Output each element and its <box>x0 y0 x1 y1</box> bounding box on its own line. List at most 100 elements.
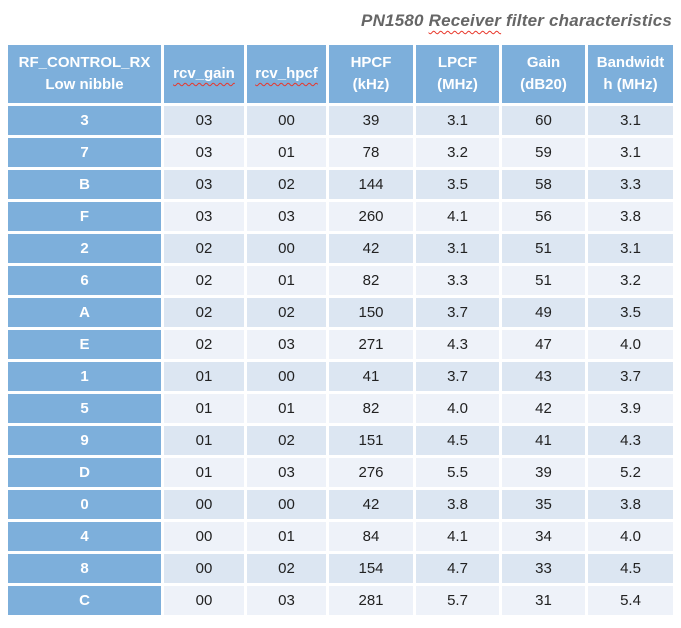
data-cell-rcv-gain: 00 <box>164 490 244 519</box>
data-cell-rcv-hpcf: 02 <box>247 426 326 455</box>
data-cell-lpcf-mhz: 4.3 <box>416 330 499 359</box>
row-header-cell: 3 <box>8 106 161 135</box>
data-cell-rcv-hpcf: 03 <box>247 586 326 615</box>
data-cell-rcv-gain: 02 <box>164 298 244 327</box>
data-cell-rcv-hpcf: 00 <box>247 362 326 391</box>
column-header-label: RF_CONTROL_RX Low nibble <box>18 54 151 93</box>
data-cell-gain-db20: 41 <box>502 426 585 455</box>
column-header-bandwidth-mhz: Bandwidt h (MHz) <box>588 45 673 103</box>
data-cell-lpcf-mhz: 4.7 <box>416 554 499 583</box>
row-header-cell: 9 <box>8 426 161 455</box>
data-cell-gain-db20: 34 <box>502 522 585 551</box>
data-cell-rcv-gain: 03 <box>164 202 244 231</box>
data-cell-lpcf-mhz: 5.5 <box>416 458 499 487</box>
data-cell-hpcf-khz: 82 <box>329 394 413 423</box>
data-cell-bandwidth-mhz: 3.9 <box>588 394 673 423</box>
data-cell-rcv-gain: 02 <box>164 266 244 295</box>
data-cell-lpcf-mhz: 3.3 <box>416 266 499 295</box>
row-header-cell: 6 <box>8 266 161 295</box>
row-header-cell: 1 <box>8 362 161 391</box>
row-header-cell: C <box>8 586 161 615</box>
data-cell-rcv-hpcf: 01 <box>247 266 326 295</box>
data-cell-rcv-hpcf: 00 <box>247 234 326 263</box>
page-title: PN1580 Receiver filter characteristics <box>361 11 672 31</box>
data-cell-gain-db20: 56 <box>502 202 585 231</box>
data-cell-gain-db20: 51 <box>502 234 585 263</box>
column-header-label: Gain (dB20) <box>520 54 567 93</box>
data-cell-bandwidth-mhz: 5.2 <box>588 458 673 487</box>
data-cell-gain-db20: 42 <box>502 394 585 423</box>
row-header-cell: E <box>8 330 161 359</box>
data-cell-bandwidth-mhz: 3.8 <box>588 490 673 519</box>
data-cell-rcv-gain: 02 <box>164 330 244 359</box>
data-cell-rcv-hpcf: 02 <box>247 298 326 327</box>
data-cell-hpcf-khz: 276 <box>329 458 413 487</box>
data-cell-rcv-gain: 03 <box>164 106 244 135</box>
data-cell-hpcf-khz: 144 <box>329 170 413 199</box>
data-cell-lpcf-mhz: 3.7 <box>416 298 499 327</box>
data-cell-gain-db20: 39 <box>502 458 585 487</box>
data-cell-lpcf-mhz: 3.1 <box>416 106 499 135</box>
data-cell-gain-db20: 33 <box>502 554 585 583</box>
title-misspelled-word: Receiver <box>428 11 502 30</box>
data-cell-rcv-hpcf: 01 <box>247 138 326 167</box>
data-cell-hpcf-khz: 271 <box>329 330 413 359</box>
row-header-cell: A <box>8 298 161 327</box>
data-cell-gain-db20: 49 <box>502 298 585 327</box>
data-cell-hpcf-khz: 42 <box>329 234 413 263</box>
data-cell-bandwidth-mhz: 3.1 <box>588 234 673 263</box>
row-header-cell: F <box>8 202 161 231</box>
row-header-cell: 7 <box>8 138 161 167</box>
column-header-gain-db20: Gain (dB20) <box>502 45 585 103</box>
data-cell-rcv-hpcf: 02 <box>247 554 326 583</box>
data-cell-rcv-hpcf: 03 <box>247 458 326 487</box>
row-header-cell: 5 <box>8 394 161 423</box>
data-cell-rcv-hpcf: 03 <box>247 330 326 359</box>
column-header-label: Bandwidt h (MHz) <box>596 54 665 93</box>
data-cell-lpcf-mhz: 4.0 <box>416 394 499 423</box>
column-header-label: HPCF (kHz) <box>350 54 392 93</box>
data-cell-hpcf-khz: 42 <box>329 490 413 519</box>
data-cell-rcv-gain: 03 <box>164 138 244 167</box>
column-header-label: rcv_hpcf <box>255 65 318 83</box>
column-header-rcv-hpcf: rcv_hpcf <box>247 45 326 103</box>
column-header-rf-control-rx-low-nibble: RF_CONTROL_RX Low nibble <box>8 45 161 103</box>
data-cell-rcv-hpcf: 00 <box>247 106 326 135</box>
data-cell-gain-db20: 60 <box>502 106 585 135</box>
data-cell-lpcf-mhz: 4.1 <box>416 522 499 551</box>
data-cell-rcv-hpcf: 02 <box>247 170 326 199</box>
data-cell-rcv-hpcf: 01 <box>247 394 326 423</box>
data-cell-rcv-gain: 00 <box>164 522 244 551</box>
data-cell-gain-db20: 31 <box>502 586 585 615</box>
title-text-post: filter characteristics <box>501 11 672 30</box>
data-cell-lpcf-mhz: 3.7 <box>416 362 499 391</box>
title-text-pre: PN1580 <box>361 11 429 30</box>
column-header-hpcf-khz: HPCF (kHz) <box>329 45 413 103</box>
data-cell-rcv-hpcf: 01 <box>247 522 326 551</box>
data-cell-gain-db20: 35 <box>502 490 585 519</box>
row-header-cell: 2 <box>8 234 161 263</box>
data-cell-bandwidth-mhz: 3.3 <box>588 170 673 199</box>
data-cell-gain-db20: 43 <box>502 362 585 391</box>
data-cell-rcv-gain: 01 <box>164 458 244 487</box>
row-header-cell: 8 <box>8 554 161 583</box>
data-cell-rcv-hpcf: 03 <box>247 202 326 231</box>
data-cell-hpcf-khz: 78 <box>329 138 413 167</box>
data-cell-hpcf-khz: 281 <box>329 586 413 615</box>
data-cell-bandwidth-mhz: 4.0 <box>588 522 673 551</box>
data-cell-hpcf-khz: 39 <box>329 106 413 135</box>
data-cell-bandwidth-mhz: 3.8 <box>588 202 673 231</box>
row-header-cell: D <box>8 458 161 487</box>
data-cell-lpcf-mhz: 5.7 <box>416 586 499 615</box>
data-cell-rcv-gain: 01 <box>164 362 244 391</box>
column-header-label: LPCF (MHz) <box>437 54 478 93</box>
data-cell-hpcf-khz: 151 <box>329 426 413 455</box>
data-cell-hpcf-khz: 41 <box>329 362 413 391</box>
data-cell-lpcf-mhz: 3.5 <box>416 170 499 199</box>
column-header-label: rcv_gain <box>173 65 235 83</box>
data-cell-lpcf-mhz: 3.2 <box>416 138 499 167</box>
data-cell-lpcf-mhz: 4.1 <box>416 202 499 231</box>
data-cell-hpcf-khz: 82 <box>329 266 413 295</box>
data-cell-rcv-gain: 00 <box>164 586 244 615</box>
data-cell-bandwidth-mhz: 4.3 <box>588 426 673 455</box>
